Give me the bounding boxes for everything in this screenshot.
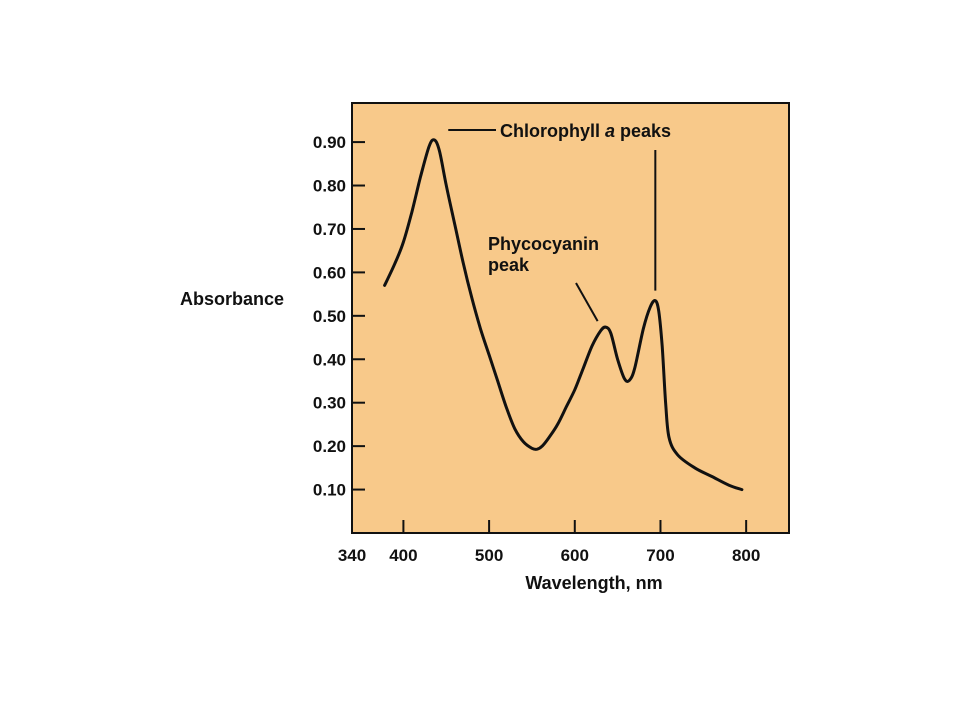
phycocyanin-label: Phycocyanin peak [488, 234, 599, 275]
absorbance-curve [383, 138, 744, 492]
y-tick-label: 0.70 [313, 220, 346, 239]
chlorophyll-label: Chlorophyll a peaks [500, 121, 671, 141]
annotation-layer: Chlorophyll a peaks Phycocyanin peak [448, 121, 671, 322]
y-tick-label: 0.40 [313, 350, 346, 369]
y-tick-label: 0.50 [313, 307, 346, 326]
x-tick-label: 500 [475, 546, 503, 565]
y-tick-label: 0.90 [313, 133, 346, 152]
plot-area [351, 102, 790, 534]
y-tick-label: 0.20 [313, 437, 346, 456]
x-tick-label: 400 [389, 546, 417, 565]
y-axis-label: Absorbance [180, 289, 284, 309]
y-axis-ticks: 0.10 0.20 0.30 0.40 0.50 0.60 0.70 0.80 0.90 [313, 133, 365, 500]
phycocyanin-leader [575, 282, 599, 322]
x-tick-label: 800 [732, 546, 760, 565]
x-tick-label: 600 [561, 546, 589, 565]
x-axis-ticks: 340 400 500 600 700 800 [338, 520, 760, 565]
y-tick-label: 0.80 [313, 177, 346, 196]
x-tick-label: 340 [338, 546, 366, 565]
y-tick-label: 0.60 [313, 263, 346, 282]
y-tick-label: 0.10 [313, 481, 346, 500]
x-tick-label: 700 [646, 546, 674, 565]
y-tick-label: 0.30 [313, 394, 346, 413]
series-layer [383, 138, 744, 492]
x-axis-label: Wavelength, nm [525, 573, 662, 593]
